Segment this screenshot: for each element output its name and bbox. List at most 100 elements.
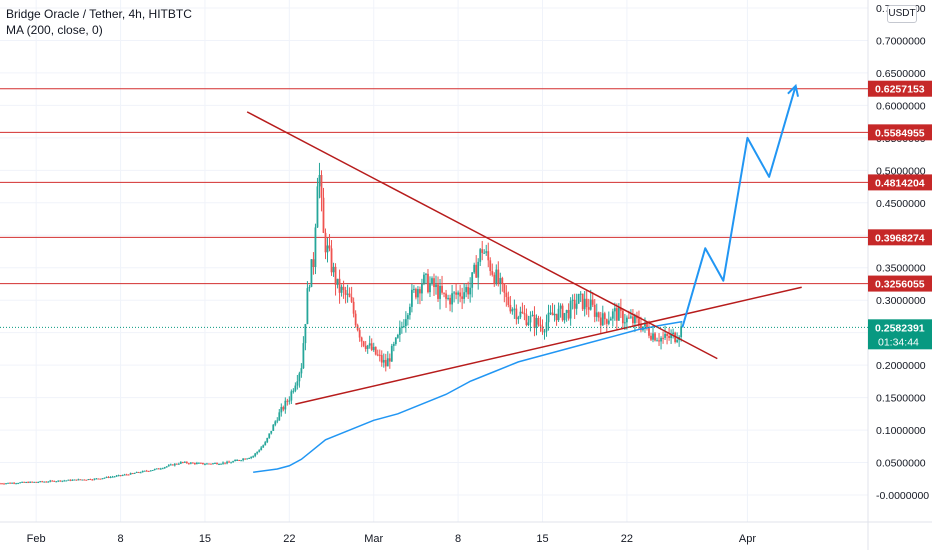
level-price-label-bg	[868, 229, 932, 246]
level-price-label-bg	[868, 275, 932, 292]
projection-path	[681, 85, 797, 328]
candle-body	[13, 482, 15, 484]
candle-body	[274, 421, 277, 425]
candle-body	[467, 287, 470, 295]
candle-body	[519, 311, 522, 318]
candle-body	[230, 462, 232, 464]
candle-body	[664, 333, 666, 338]
candle-body	[419, 289, 421, 294]
candle-body	[81, 479, 84, 481]
candle-body	[19, 482, 21, 484]
candle-body	[262, 445, 265, 448]
candle-body	[91, 479, 94, 481]
candle-body	[507, 297, 510, 305]
candle-body	[429, 283, 431, 293]
candle-body	[489, 260, 492, 272]
candle-body	[202, 462, 204, 465]
candle-body	[447, 297, 449, 299]
candle-body	[415, 288, 417, 298]
candle-body	[252, 456, 255, 458]
candle-body	[666, 333, 668, 336]
candle-body	[69, 479, 72, 481]
candle-body	[51, 480, 54, 482]
candle-body	[109, 476, 112, 478]
candle-body	[523, 313, 526, 315]
candle-body	[246, 458, 249, 460]
y-tick-label: 0.0500000	[876, 458, 926, 470]
candle-body	[577, 294, 580, 304]
candle-body	[105, 476, 108, 478]
candle-body	[153, 469, 156, 471]
candle-body	[495, 269, 498, 284]
candle-body	[559, 305, 562, 309]
candle-body	[63, 480, 66, 482]
candle-body	[445, 293, 447, 299]
candle-body	[630, 316, 632, 318]
descending-trendline	[246, 111, 718, 360]
candle-body	[525, 314, 528, 326]
candle-body	[652, 333, 654, 340]
candle-body	[611, 311, 614, 319]
candle-body	[193, 462, 196, 464]
bar-countdown: 01:34:44	[878, 336, 919, 348]
candle-body	[449, 297, 451, 305]
candle-body	[113, 476, 116, 478]
candle-body	[159, 468, 162, 470]
candle-body	[89, 479, 92, 481]
candle-body	[49, 480, 52, 482]
candle-body	[360, 337, 363, 342]
candle-body	[380, 355, 383, 363]
candle-body	[115, 475, 118, 477]
level-price-label: 0.6257153	[875, 84, 925, 96]
candle-body	[326, 245, 329, 253]
candle-body	[79, 479, 82, 481]
candle-body	[99, 478, 102, 480]
candle-body	[173, 463, 176, 466]
candle-body	[656, 340, 658, 342]
candle-body	[503, 283, 506, 293]
candle-body	[423, 274, 425, 284]
candle-body	[179, 461, 182, 464]
candle-body	[573, 299, 576, 309]
candle-body	[133, 472, 136, 474]
symbol-title: Bridge Oracle / Tether, 4h, HITBTC	[6, 7, 192, 21]
candle-body	[9, 482, 11, 484]
candle-body	[316, 186, 319, 228]
x-tick-label: 8	[117, 533, 123, 545]
candle-body	[531, 314, 534, 316]
candle-body	[103, 477, 106, 479]
candle-body	[31, 481, 34, 483]
candle-body	[505, 292, 508, 298]
candle-body	[390, 345, 393, 362]
candle-body	[417, 289, 419, 298]
candle-body	[497, 269, 500, 284]
candle-body	[567, 309, 570, 319]
candle-body	[308, 286, 311, 289]
candle-body	[372, 346, 375, 350]
candle-body	[571, 299, 574, 301]
candle-body	[362, 341, 365, 346]
candle-body	[320, 175, 323, 198]
candle-body	[459, 292, 462, 297]
level-price-label: 0.4814204	[875, 177, 925, 189]
candle-body	[216, 462, 218, 465]
candle-body	[597, 312, 600, 318]
candle-body	[238, 459, 241, 461]
candle-body	[157, 468, 160, 470]
candle-body	[171, 464, 174, 466]
candle-body	[475, 264, 478, 278]
candle-body	[27, 482, 30, 484]
candle-body	[208, 463, 210, 465]
candle-body	[672, 332, 675, 335]
candle-body	[527, 322, 530, 326]
candle-body	[634, 315, 636, 324]
candle-body	[431, 278, 433, 284]
candle-body	[191, 462, 194, 464]
candle-body	[226, 461, 228, 464]
candle-body	[545, 322, 548, 332]
currency-badge[interactable]: USDT	[887, 5, 917, 23]
candle-body	[65, 480, 68, 482]
y-tick-label: 0.1000000	[876, 425, 926, 437]
